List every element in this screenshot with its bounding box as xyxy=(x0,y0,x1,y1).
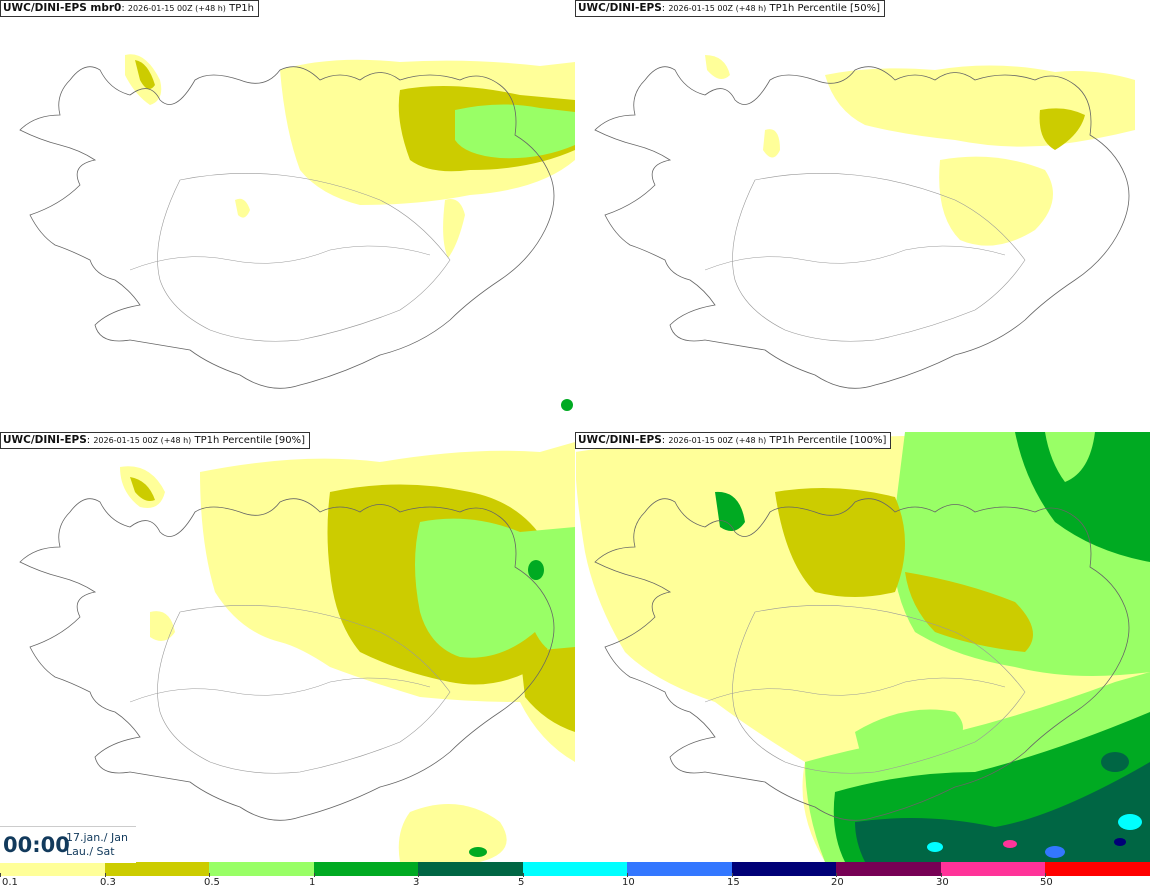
colorbar-segment xyxy=(104,862,210,876)
precip-map-p50 xyxy=(594,55,1135,389)
valid-time-clock: 00:00 xyxy=(3,833,70,857)
panel-title: UWC/DINI-EPS: 2026-01-15 00Z (+48 h) TP1… xyxy=(0,432,311,449)
colorbar-tickmark xyxy=(0,873,1,877)
colorbar-tick-label: 0.3 xyxy=(100,877,116,888)
precip-map-p90 xyxy=(19,442,575,862)
precip-colorbar xyxy=(0,862,1150,876)
map-panel-p50: UWC/DINI-EPS: 2026-01-15 00Z (+48 h) TP1… xyxy=(575,0,1150,430)
colorbar-segment xyxy=(940,862,1046,876)
colorbar-tick-label: 0.1 xyxy=(2,877,18,888)
precip-fields xyxy=(575,432,1150,862)
valid-date-line1: 17.jan./ Jan xyxy=(66,831,128,844)
map-panel-p100: UWC/DINI-EPS: 2026-01-15 00Z (+48 h) TP1… xyxy=(575,432,1150,862)
field-name: TP1h Percentile [100%] xyxy=(769,435,887,446)
colorbar-segment xyxy=(313,862,419,876)
panel-title: UWC/DINI-EPS: 2026-01-15 00Z (+48 h) TP1… xyxy=(575,0,886,17)
run-time: 2026-01-15 00Z (+48 h) xyxy=(668,436,767,445)
precip-fields xyxy=(705,55,1135,246)
colorbar-segment xyxy=(418,862,523,876)
colorbar-tick-label: 0.5 xyxy=(204,877,220,888)
colorbar-tickmark xyxy=(941,873,942,877)
run-time: 2026-01-15 00Z (+48 h) xyxy=(127,4,226,13)
colorbar-tick-label: 15 xyxy=(727,877,740,888)
panel-divider xyxy=(575,0,576,860)
panel-title: UWC/DINI-EPS mbr0: 2026-01-15 00Z (+48 h… xyxy=(0,0,259,17)
model-name: UWC/DINI-EPS xyxy=(578,2,662,14)
field-name: TP1h Percentile [50%] xyxy=(769,3,881,14)
colorbar-tickmark xyxy=(1045,873,1046,877)
colorbar-tickmark xyxy=(836,873,837,877)
iceland-coastline xyxy=(594,498,1130,821)
precip-fields xyxy=(120,442,575,862)
colorbar-tick-label: 5 xyxy=(518,877,525,888)
colorbar-segment xyxy=(1045,862,1150,876)
colorbar-segment xyxy=(836,862,941,876)
colorbar-segment xyxy=(627,862,732,876)
iceland-coastline xyxy=(594,66,1130,389)
colorbar-tick-label: 20 xyxy=(831,877,844,888)
run-time: 2026-01-15 00Z (+48 h) xyxy=(93,436,192,445)
precip-map-mbr0 xyxy=(19,54,575,411)
run-time: 2026-01-15 00Z (+48 h) xyxy=(668,4,767,13)
field-name: TP1h xyxy=(229,3,254,14)
iceland-coastline xyxy=(19,498,555,821)
panel-title: UWC/DINI-EPS: 2026-01-15 00Z (+48 h) TP1… xyxy=(575,432,892,449)
precip-fields xyxy=(125,54,575,411)
colorbar-segment xyxy=(0,862,105,876)
map-panel-mbr0: UWC/DINI-EPS mbr0: 2026-01-15 00Z (+48 h… xyxy=(0,0,575,430)
model-name: UWC/DINI-EPS mbr0 xyxy=(3,2,122,14)
colorbar-tickmark xyxy=(732,873,733,877)
field-name: TP1h Percentile [90%] xyxy=(194,435,306,446)
colorbar-segment xyxy=(731,862,837,876)
valid-time-box: 00:00 17.jan./ Jan Lau./ Sat xyxy=(0,826,136,863)
colorbar-tick-label: 50 xyxy=(1040,877,1053,888)
valid-time-date: 17.jan./ Jan Lau./ Sat xyxy=(66,831,128,859)
colorbar-tickmark xyxy=(314,873,315,877)
valid-date-line2: Lau./ Sat xyxy=(66,845,115,858)
iceland-coastline xyxy=(19,66,555,389)
colorbar-tickmark xyxy=(418,873,419,877)
colorbar-tick-label: 3 xyxy=(413,877,420,888)
colorbar-tick-label: 30 xyxy=(936,877,949,888)
colorbar-tick-label: 1 xyxy=(309,877,316,888)
colorbar-tickmark xyxy=(105,873,106,877)
precip-map-p100 xyxy=(575,432,1150,862)
model-name: UWC/DINI-EPS xyxy=(578,434,662,446)
colorbar-tickmark xyxy=(627,873,628,877)
colorbar-tick-labels: 0.1 0.3 0.5 1 3 5 10 15 20 30 50 xyxy=(0,873,1150,891)
colorbar-segment xyxy=(522,862,628,876)
colorbar-tickmark xyxy=(523,873,524,877)
model-name: UWC/DINI-EPS xyxy=(3,434,87,446)
colorbar-tick-label: 10 xyxy=(622,877,635,888)
map-panel-p90: UWC/DINI-EPS: 2026-01-15 00Z (+48 h) TP1… xyxy=(0,432,575,862)
colorbar-tickmark xyxy=(209,873,210,877)
colorbar-segment xyxy=(209,862,314,876)
